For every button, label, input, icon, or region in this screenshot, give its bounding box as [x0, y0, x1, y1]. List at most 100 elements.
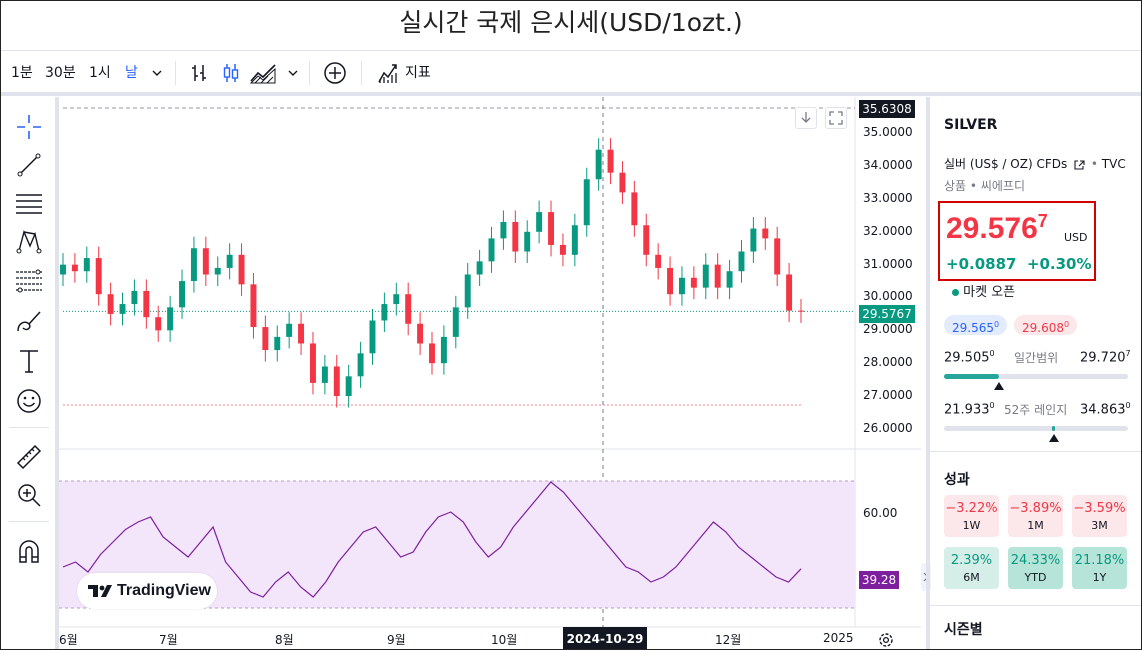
bid-badge: 29.5650 [944, 315, 1008, 335]
interval-1h-button[interactable]: 1시 [89, 65, 111, 81]
candle-body [345, 376, 352, 397]
candle-body [286, 323, 293, 337]
compare-add-icon[interactable] [323, 51, 347, 95]
candle-body [536, 212, 543, 232]
wk52-range-bar [944, 426, 1128, 431]
bid-value: 29.565 [952, 321, 994, 335]
candle-body [393, 294, 400, 305]
rsi-line [62, 481, 802, 598]
symbol-description-text: 실버 (US$ / OZ) CFDs [944, 157, 1068, 171]
perf-value: −3.89% [1009, 501, 1062, 516]
interval-1m-button[interactable]: 1분 [11, 65, 33, 81]
candle-body [667, 267, 674, 295]
candle-body [512, 221, 519, 252]
candle-body [559, 244, 566, 255]
candle-body [155, 317, 162, 331]
high-price-label: 35.6308 [859, 100, 915, 118]
emoji-icon[interactable] [13, 385, 45, 417]
magnet-icon[interactable] [13, 535, 45, 567]
indicators-icon[interactable] [377, 51, 399, 95]
candle-chart-icon[interactable] [221, 51, 241, 95]
fullscreen-button[interactable] [825, 107, 847, 129]
bar-chart-icon[interactable] [189, 51, 209, 95]
area-chart-icon[interactable] [249, 51, 277, 95]
candle-body [583, 179, 590, 226]
exchange-name: TVC [1101, 157, 1126, 171]
tradingview-watermark[interactable]: TradingView [77, 573, 217, 609]
toolbar-divider [175, 61, 176, 85]
symbol-name[interactable]: SILVER [944, 117, 998, 133]
tradingview-logo-icon [88, 585, 112, 597]
candle-body [190, 248, 197, 282]
day-high-sup: 7 [1125, 349, 1131, 358]
candle-body [131, 290, 138, 305]
price-axis-label: 32.0000 [863, 223, 913, 238]
perf-6m[interactable]: 2.39% 6M [944, 547, 999, 589]
price-axis-label: 34.0000 [863, 158, 913, 173]
sidebar-divider [930, 451, 1141, 452]
perf-1m[interactable]: −3.89% 1M [1008, 495, 1063, 537]
brush-icon[interactable] [13, 305, 45, 337]
candle-body [678, 277, 685, 295]
perf-1w[interactable]: −3.22% 1W [944, 495, 999, 537]
interval-dropdown-icon[interactable] [151, 51, 163, 95]
candle-body [321, 366, 328, 383]
candle-body [750, 228, 757, 252]
interval-30m-button[interactable]: 30분 [45, 65, 76, 81]
chart-toolbar: 1분 30분 1시 날 지표 [1, 51, 1141, 96]
settings-gear-icon[interactable] [877, 631, 895, 649]
time-label-sep: 9월 [387, 633, 406, 647]
candle-body [464, 274, 471, 308]
candle-body [714, 264, 721, 288]
candle-body [631, 192, 638, 226]
interval-day-button[interactable]: 날 [125, 65, 138, 81]
perf-3m[interactable]: −3.59% 3M [1072, 495, 1127, 537]
perf-ytd[interactable]: 24.33% YTD [1008, 547, 1063, 589]
scroll-to-latest-button[interactable] [795, 107, 817, 129]
toolbar-divider [309, 61, 310, 85]
candle-body [726, 271, 733, 288]
ruler-icon[interactable] [13, 441, 45, 473]
trend-line-icon[interactable] [13, 149, 45, 181]
candle-body [107, 294, 114, 314]
chart-type-dropdown-icon[interactable] [287, 51, 299, 95]
chart-canvas[interactable] [59, 97, 921, 650]
price-axis-label: 33.0000 [863, 190, 913, 205]
candle-body [167, 307, 174, 331]
last-price-main: 29.576 [946, 212, 1038, 245]
symbol-details-panel: SILVER 실버 (US$ / OZ) CFDs • TVC 상품 • 씨에프… [926, 97, 1141, 649]
candle-body [357, 353, 364, 377]
zoom-in-icon[interactable] [13, 479, 45, 511]
candle-body [762, 228, 769, 239]
crosshair-date-label: 2024-10-29 [563, 627, 647, 649]
candle-body [655, 254, 662, 268]
wk52-low-value: 21.933 [944, 402, 990, 418]
external-link-icon[interactable] [1073, 159, 1087, 171]
candle-body [226, 254, 233, 268]
horizontal-lines-icon[interactable] [13, 187, 45, 219]
candle-body [690, 277, 697, 288]
change-abs: +0.0887 [946, 255, 1017, 273]
day-low-sup: 0 [989, 349, 995, 358]
watermark-text: TradingView [117, 582, 211, 599]
pattern-tool-icon[interactable] [13, 225, 45, 257]
change-pct: +0.30% [1026, 255, 1092, 273]
price-chart[interactable]: TradingView 35.0000 34.0000 33.0000 32.0000… [59, 97, 921, 650]
text-tool-icon[interactable] [13, 345, 45, 377]
ask-sup: 0 [1064, 320, 1070, 329]
candle-body [524, 231, 531, 252]
day-range-marker [994, 382, 1005, 390]
candle-body [298, 323, 305, 344]
tool-divider [9, 427, 49, 428]
fib-retracement-icon[interactable] [13, 265, 45, 297]
crosshair-icon[interactable] [13, 111, 45, 143]
day-range-bar [944, 374, 1128, 379]
candle-body [202, 248, 209, 275]
indicators-button[interactable]: 지표 [405, 65, 431, 81]
market-status: 마켓 오픈 [952, 281, 1015, 300]
price-highlight-box [938, 201, 1096, 281]
candle-body [71, 264, 78, 272]
price-axis-label: 27.0000 [863, 388, 913, 403]
perf-1y[interactable]: 21.18% 1Y [1072, 547, 1127, 589]
